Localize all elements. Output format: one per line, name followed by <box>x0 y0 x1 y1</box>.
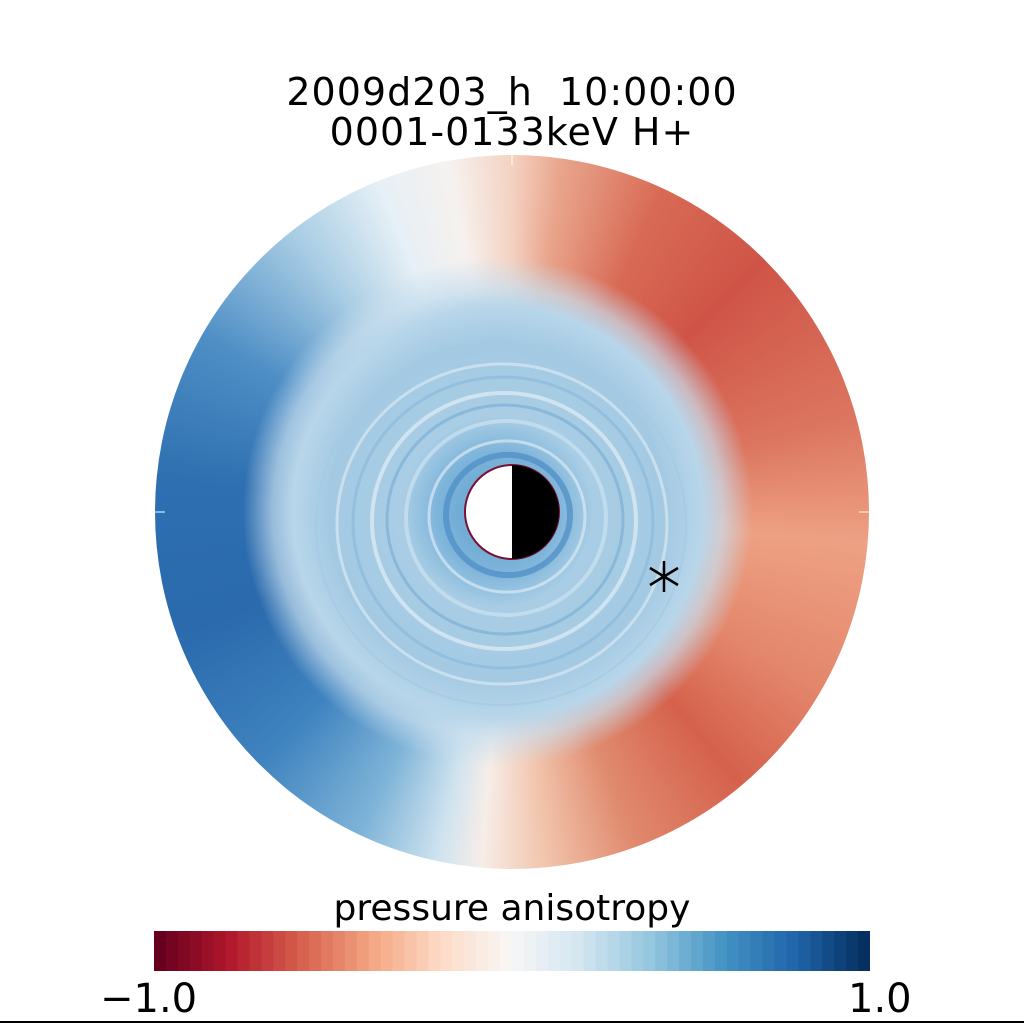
colorbar-segment <box>595 931 609 971</box>
colorbar-segment <box>321 931 334 971</box>
colorbar-segment <box>571 931 585 971</box>
colorbar-segment <box>523 931 537 971</box>
satellite-asterisk-marker <box>649 561 679 592</box>
colorbar-segment <box>500 931 513 971</box>
colorbar-segment <box>726 931 740 971</box>
colorbar-min-tick: −1.0 <box>100 976 198 1022</box>
colorbar-segment <box>428 931 441 971</box>
ring-structure <box>404 419 608 617</box>
plot-title-line-2: 0001-0133keV H+ <box>329 110 695 154</box>
ring-structure <box>427 439 587 594</box>
colorbar-label: pressure anisotropy <box>333 888 691 929</box>
colorbar-segment <box>512 931 525 971</box>
colorbar-segment <box>750 931 764 971</box>
colorbar-segment <box>249 931 262 971</box>
colorbar-segment <box>559 931 573 971</box>
ring-structure <box>315 345 687 706</box>
ring-structure <box>385 403 625 636</box>
ring-structure <box>370 390 638 652</box>
colorbar-segment <box>333 931 346 971</box>
colorbar-segment <box>464 931 477 971</box>
colorbar-segment <box>858 931 870 971</box>
colorbar-segment <box>201 931 215 971</box>
colorbar-segment <box>392 931 406 971</box>
bottom-border <box>0 1021 1024 1023</box>
colorbar-segment <box>452 931 465 971</box>
colorbar-segment <box>631 931 644 971</box>
colorbar-segment <box>416 931 430 971</box>
colorbar-segment <box>297 931 310 971</box>
colorbar-segment <box>368 931 382 971</box>
colorbar-segment <box>225 931 239 971</box>
colorbar-segment <box>344 931 358 971</box>
ring-structure <box>335 362 669 686</box>
colorbar-segment <box>476 931 489 971</box>
colorbar-segment <box>404 931 418 971</box>
colorbar-segment <box>356 931 370 971</box>
colorbar-segment <box>846 931 859 971</box>
colorbar-segment <box>583 931 597 971</box>
colorbar-segment <box>273 931 286 971</box>
colorbar-segment <box>738 931 752 971</box>
colorbar-segment <box>774 931 788 971</box>
colorbar-segment <box>810 931 823 971</box>
colorbar-segment <box>762 931 776 971</box>
colorbar-segment <box>786 931 799 971</box>
colorbar-segment <box>535 931 549 971</box>
colorbar-segment <box>714 931 728 971</box>
colorbar-segment <box>702 931 716 971</box>
colorbar-segment <box>822 931 835 971</box>
colorbar-segment <box>165 931 179 971</box>
colorbar-segment <box>285 931 298 971</box>
colorbar <box>154 931 870 971</box>
colorbar-segment <box>547 931 561 971</box>
colorbar-segment <box>798 931 811 971</box>
colorbar-segment <box>655 931 668 971</box>
colorbar-segment <box>834 931 847 971</box>
colorbar-segment <box>154 931 167 971</box>
colorbar-segment <box>667 931 680 971</box>
colorbar-segment <box>679 931 692 971</box>
colorbar-segment <box>380 931 394 971</box>
colorbar-segment <box>309 931 322 971</box>
colorbar-segment <box>607 931 620 971</box>
colorbar-segment <box>643 931 656 971</box>
colorbar-segment <box>261 931 274 971</box>
earth-icon <box>464 464 560 560</box>
ring-structures <box>315 345 687 706</box>
colorbar-segment <box>189 931 203 971</box>
ring-structure <box>351 375 655 670</box>
colorbar-segment <box>691 931 704 971</box>
colorbar-segment <box>213 931 227 971</box>
plot-title-line-1: 2009d203_h 10:00:00 <box>286 70 738 114</box>
ring-structure <box>443 451 573 579</box>
colorbar-segment <box>237 931 251 971</box>
axis-ticks <box>152 152 872 513</box>
colorbar-segment <box>177 931 191 971</box>
colorbar-segment <box>619 931 632 971</box>
colorbar-max-tick: 1.0 <box>848 976 912 1022</box>
colorbar-segment <box>488 931 501 971</box>
colorbar-segment <box>440 931 453 971</box>
